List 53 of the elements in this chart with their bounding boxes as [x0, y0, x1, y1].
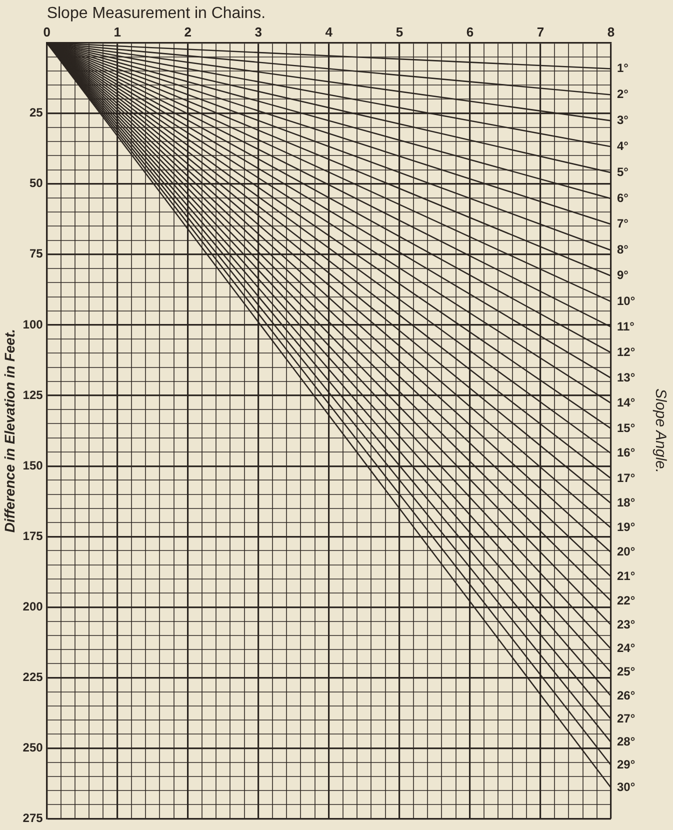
- x-tick-label: 0: [43, 24, 50, 40]
- series-label: 27°: [617, 712, 636, 726]
- series-label: 15°: [617, 420, 636, 435]
- series-label: 10°: [617, 294, 636, 308]
- y-tick-label: 200: [22, 599, 44, 614]
- series-label: 9°: [617, 268, 629, 282]
- y-tick-label: 175: [22, 528, 44, 543]
- y-tick-label: 125: [22, 388, 44, 402]
- y-tick-label: 275: [22, 811, 44, 826]
- y-tick-label: 250: [22, 740, 44, 755]
- y-tick-label: 100: [22, 317, 44, 332]
- series-label: 4°: [617, 138, 629, 153]
- y-tick-label: 50: [29, 176, 44, 190]
- y-tick-label: 150: [22, 458, 44, 472]
- series-label: 26°: [617, 688, 636, 702]
- series-label: 30°: [617, 780, 636, 794]
- series-label: 25°: [617, 664, 636, 679]
- series-label: 22°: [617, 593, 636, 608]
- series-label: 19°: [617, 520, 636, 534]
- y2-axis-title: Slope Angle.: [652, 388, 669, 474]
- x-tick-label: 7: [536, 24, 544, 40]
- series-label: 21°: [617, 569, 636, 583]
- y-axis-title: Difference in Elevation in Feet.: [1, 329, 18, 533]
- x-tick-label: 5: [396, 24, 404, 40]
- series-label: 6°: [617, 190, 629, 205]
- series-label: 7°: [617, 216, 629, 231]
- y-tick-label: 75: [29, 246, 44, 261]
- series-label: 12°: [617, 344, 636, 359]
- x-tick-label: 1: [114, 24, 121, 40]
- x-tick-label: 6: [466, 24, 474, 40]
- series-label: 1°: [617, 61, 629, 76]
- x-tick-label: 3: [254, 24, 262, 40]
- series-label: 13°: [617, 370, 636, 384]
- series-label: 18°: [617, 496, 636, 510]
- x-tick-label: 2: [184, 24, 192, 40]
- series-label: 23°: [617, 617, 636, 632]
- y-tick-label: 25: [29, 106, 44, 120]
- series-label: 14°: [617, 395, 636, 410]
- x-tick-label: 8: [607, 24, 615, 40]
- x-tick-label: 4: [325, 24, 334, 40]
- series-label: 5°: [617, 164, 629, 179]
- series-label: 17°: [617, 470, 636, 485]
- series-label: 16°: [617, 446, 636, 460]
- series-label: 20°: [617, 544, 636, 559]
- series-label: 29°: [617, 758, 636, 772]
- series-label: 28°: [617, 734, 636, 749]
- series-label: 11°: [617, 319, 635, 334]
- y-tick-label: 225: [22, 670, 44, 684]
- series-label: 8°: [617, 242, 629, 257]
- series-label: 2°: [617, 87, 629, 102]
- series-label: 24°: [617, 641, 636, 656]
- x-axis-title: Slope Measurement in Chains.: [46, 5, 266, 22]
- series-label: 3°: [617, 112, 629, 127]
